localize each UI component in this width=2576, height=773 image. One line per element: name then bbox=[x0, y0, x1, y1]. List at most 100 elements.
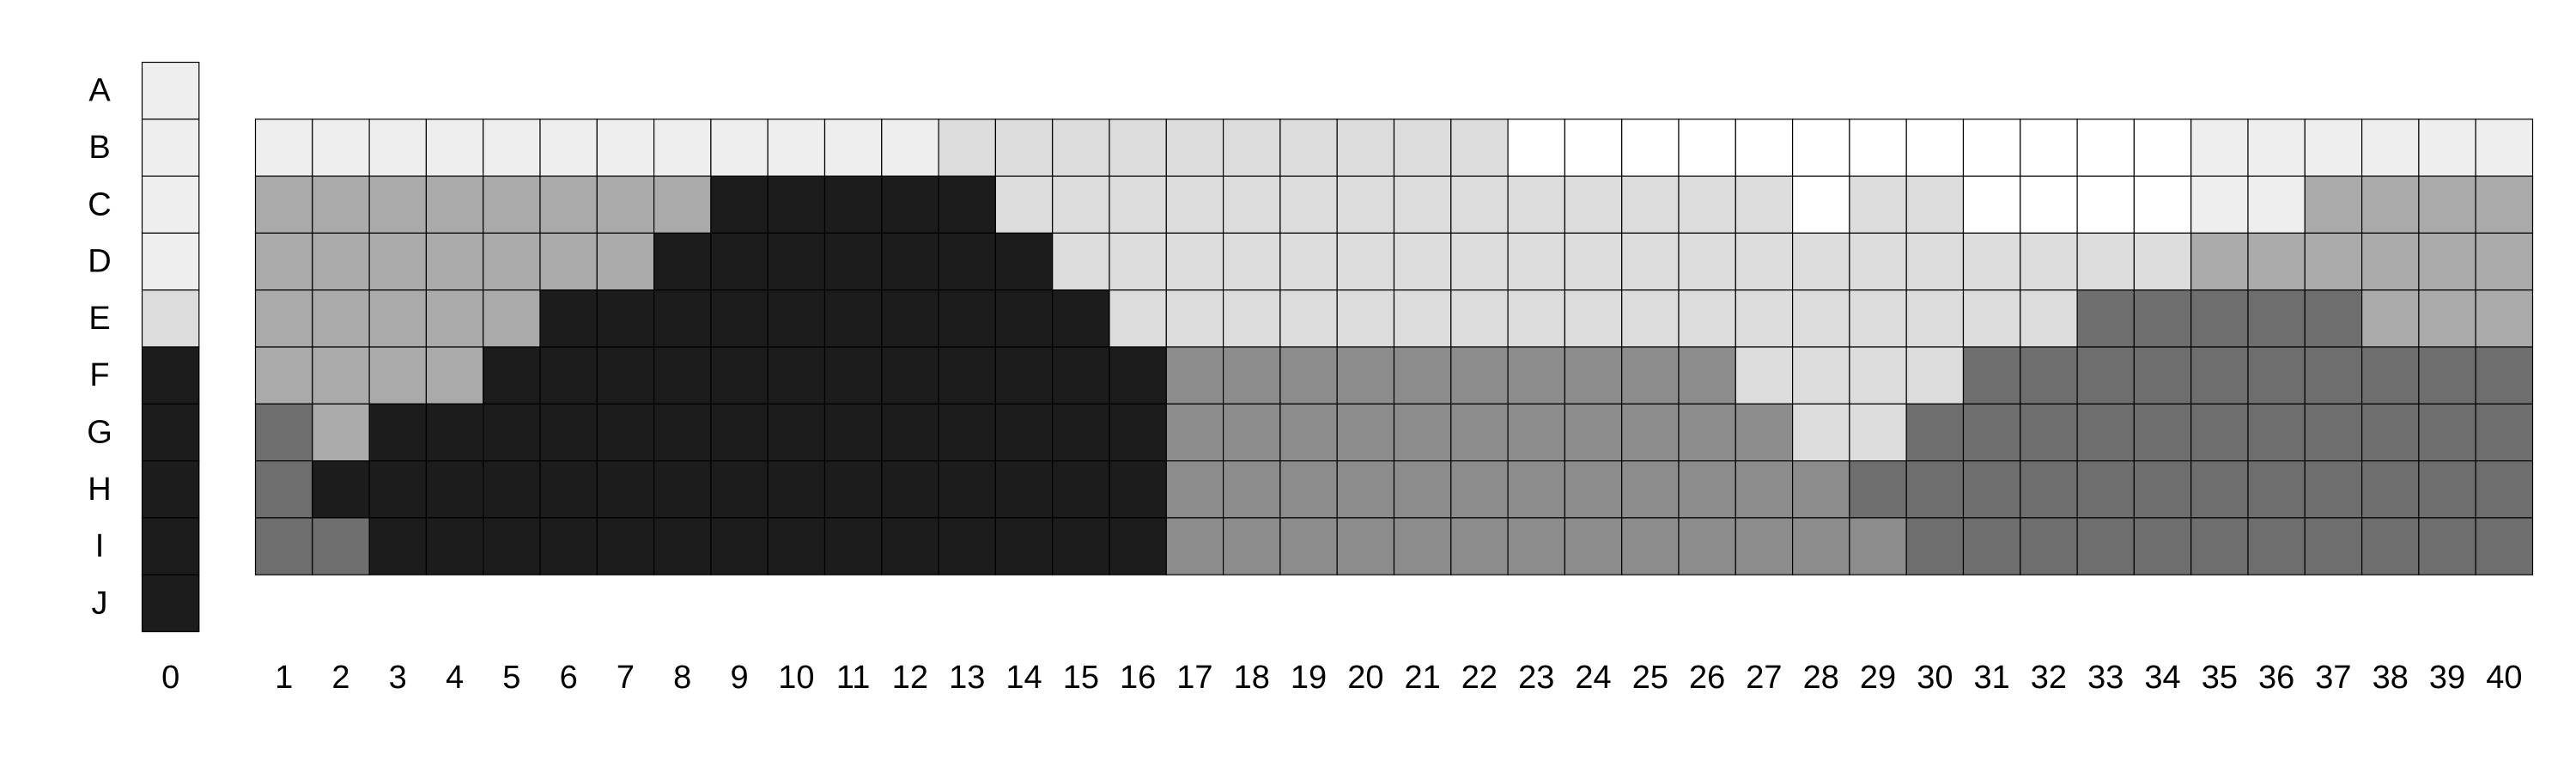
cell-34-F bbox=[2133, 346, 2192, 405]
cell-23-D bbox=[1507, 232, 1565, 291]
cell-24-H bbox=[1564, 460, 1623, 519]
cell-36-G bbox=[2247, 403, 2306, 462]
cell-25-G bbox=[1621, 403, 1680, 462]
cell-8-F bbox=[653, 346, 712, 405]
cell-33-F bbox=[2076, 346, 2136, 405]
cell-38-H bbox=[2361, 460, 2420, 519]
cell-12-I bbox=[881, 517, 939, 575]
cell-34-B bbox=[2133, 119, 2192, 177]
cell-15-I bbox=[1052, 517, 1110, 575]
cell-28-H bbox=[1792, 460, 1850, 519]
cell-8-B bbox=[653, 119, 712, 177]
cell-36-F bbox=[2247, 346, 2306, 405]
cell-7-B bbox=[596, 119, 655, 177]
col-label-32: 32 bbox=[2031, 660, 2067, 696]
row-label-C: C bbox=[88, 186, 111, 222]
cell-15-G bbox=[1052, 403, 1110, 462]
cell-14-H bbox=[994, 460, 1054, 519]
cell-7-F bbox=[596, 346, 655, 405]
cell-7-H bbox=[596, 460, 655, 519]
cell-18-C bbox=[1222, 175, 1281, 234]
cell-26-H bbox=[1678, 460, 1736, 519]
cell-4-D bbox=[425, 232, 484, 291]
cell-32-G bbox=[2020, 403, 2078, 462]
cell-31-C bbox=[1962, 175, 2021, 234]
cell-16-B bbox=[1109, 119, 1167, 177]
cell-25-E bbox=[1621, 289, 1680, 348]
col-label-6: 6 bbox=[560, 660, 578, 696]
cell-35-H bbox=[2190, 460, 2249, 519]
col-label-2: 2 bbox=[331, 660, 349, 696]
cell-40-H bbox=[2475, 460, 2534, 519]
row-label-G: G bbox=[87, 414, 112, 450]
cell-16-E bbox=[1109, 289, 1167, 348]
cell-30-B bbox=[1905, 119, 1965, 177]
cell-37-C bbox=[2304, 175, 2363, 234]
cell-14-I bbox=[994, 517, 1054, 575]
col-label-4: 4 bbox=[446, 660, 464, 696]
cell-35-E bbox=[2190, 289, 2249, 348]
cell-0-H bbox=[141, 460, 200, 519]
cell-2-I bbox=[312, 517, 370, 575]
cell-8-C bbox=[653, 175, 712, 234]
cell-26-F bbox=[1678, 346, 1736, 405]
cell-11-D bbox=[823, 232, 883, 291]
row-label-D: D bbox=[88, 244, 111, 280]
cell-19-F bbox=[1279, 346, 1338, 405]
cell-15-B bbox=[1052, 119, 1110, 177]
col-label-5: 5 bbox=[502, 660, 520, 696]
cell-18-G bbox=[1222, 403, 1281, 462]
cell-9-B bbox=[710, 119, 769, 177]
cell-13-B bbox=[938, 119, 996, 177]
cell-34-C bbox=[2133, 175, 2192, 234]
cell-34-I bbox=[2133, 517, 2192, 575]
cell-3-D bbox=[368, 232, 428, 291]
cell-25-D bbox=[1621, 232, 1680, 291]
col-label-12: 12 bbox=[892, 660, 928, 696]
cell-11-I bbox=[823, 517, 883, 575]
cell-2-B bbox=[312, 119, 370, 177]
cell-36-I bbox=[2247, 517, 2306, 575]
cell-33-B bbox=[2076, 119, 2136, 177]
cell-38-B bbox=[2361, 119, 2420, 177]
cell-7-E bbox=[596, 289, 655, 348]
cell-0-A bbox=[141, 61, 200, 120]
cell-23-B bbox=[1507, 119, 1565, 177]
cell-1-H bbox=[254, 460, 313, 519]
col-label-11: 11 bbox=[836, 660, 870, 696]
col-label-19: 19 bbox=[1291, 660, 1327, 696]
cell-0-B bbox=[141, 119, 200, 177]
cell-30-D bbox=[1905, 232, 1965, 291]
cell-26-C bbox=[1678, 175, 1736, 234]
cell-22-F bbox=[1450, 346, 1509, 405]
cell-35-I bbox=[2190, 517, 2249, 575]
row-label-B: B bbox=[88, 130, 110, 166]
cell-37-F bbox=[2304, 346, 2363, 405]
cell-37-H bbox=[2304, 460, 2363, 519]
cell-6-I bbox=[539, 517, 598, 575]
col-label-40: 40 bbox=[2486, 660, 2522, 696]
cell-9-G bbox=[710, 403, 769, 462]
cell-24-E bbox=[1564, 289, 1623, 348]
cell-18-F bbox=[1222, 346, 1281, 405]
cell-39-B bbox=[2418, 119, 2476, 177]
col-label-26: 26 bbox=[1689, 660, 1725, 696]
cell-30-G bbox=[1905, 403, 1965, 462]
cell-12-C bbox=[881, 175, 939, 234]
cell-37-B bbox=[2304, 119, 2363, 177]
cell-38-I bbox=[2361, 517, 2420, 575]
cell-34-D bbox=[2133, 232, 2192, 291]
cell-23-F bbox=[1507, 346, 1565, 405]
cell-31-H bbox=[1962, 460, 2021, 519]
cell-6-C bbox=[539, 175, 598, 234]
cell-28-I bbox=[1792, 517, 1850, 575]
cell-0-G bbox=[141, 403, 200, 462]
col-label-30: 30 bbox=[1917, 660, 1953, 696]
cell-8-E bbox=[653, 289, 712, 348]
cell-20-D bbox=[1336, 232, 1395, 291]
cell-16-C bbox=[1109, 175, 1167, 234]
cell-16-I bbox=[1109, 517, 1167, 575]
cell-26-E bbox=[1678, 289, 1736, 348]
cell-1-D bbox=[254, 232, 313, 291]
col-label-9: 9 bbox=[730, 660, 748, 696]
